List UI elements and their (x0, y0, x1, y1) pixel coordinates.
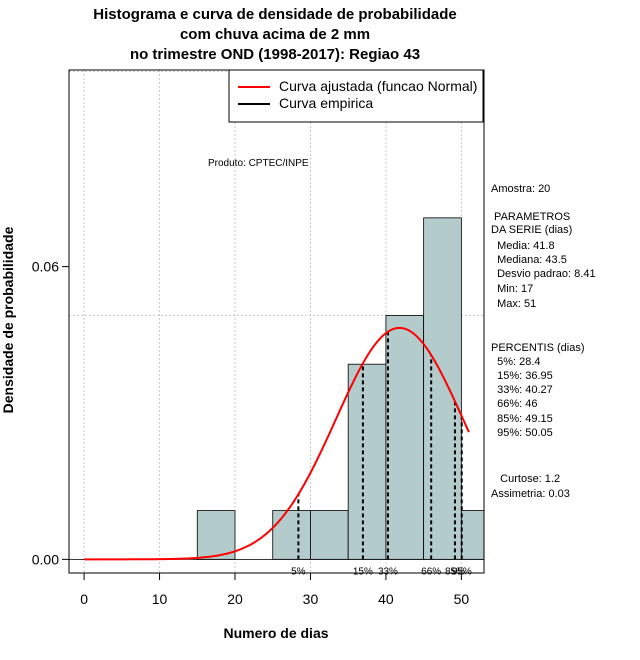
y-axis-label: Densidade de probabilidade (0, 226, 16, 413)
percentile-label: 85% (445, 566, 465, 577)
x-tick-label: 50 (454, 591, 470, 607)
stat-sd: Desvio padrao: 8.41 (491, 268, 596, 280)
histogram-bars (69, 217, 485, 560)
stat-p5: 5%: 28.4 (491, 356, 541, 368)
legend-label-empirical: Curva empirica (279, 95, 373, 111)
legend-label-fit: Curva ajustada (funcao Normal) (279, 78, 477, 94)
x-tick-label: 30 (303, 591, 319, 607)
y-tick-label: 0.00 (32, 551, 59, 567)
x-tick-label: 40 (378, 591, 394, 607)
x-tick-label: 10 (152, 591, 168, 607)
stat-median: Mediana: 43.5 (491, 254, 567, 266)
normal-curve (84, 326, 470, 561)
stat-mean: Media: 41.8 (491, 240, 555, 252)
legend: Curva ajustada (funcao Normal) Curva emp… (228, 69, 484, 123)
stat-percentiles-heading: PERCENTIS (dias) (491, 342, 585, 354)
stat-max: Max: 51 (491, 298, 537, 310)
percentile-label: 66% (421, 566, 441, 577)
stat-p66: 66%: 46 (491, 398, 538, 410)
y-tick-label: 0.06 (32, 259, 59, 275)
percentile-label: 15% (353, 566, 373, 577)
x-tick-label: 20 (227, 591, 243, 607)
y-axis: 0.00 0.06 (32, 259, 70, 567)
percentile-lines: 5% 15% 33% 66% 85%95% (291, 331, 472, 577)
stat-p85: 85%: 49.15 (491, 413, 553, 425)
stat-p33: 33%: 40.27 (491, 384, 553, 396)
stat-params-heading-2: DA SERIE (dias) (491, 224, 573, 236)
x-tick-label: 0 (80, 591, 88, 607)
histogram-bar (310, 510, 349, 560)
histogram-bar (460, 510, 485, 560)
stat-p95: 95%: 50.05 (491, 427, 553, 439)
credit-text: Produto: CPTEC/INPE (208, 158, 309, 169)
x-axis-label: Numero de dias (223, 625, 328, 641)
stat-skewness: Assimetria: 0.03 (491, 488, 570, 500)
stat-min: Min: 17 (491, 283, 534, 295)
stat-params-heading-1: PARAMETROS (491, 211, 571, 223)
x-axis: 0 10 20 30 40 50 (80, 572, 470, 607)
stat-kurtosis: Curtose: 1.2 (491, 473, 561, 485)
legend-box (228, 69, 484, 123)
chart-title-line-1: Histograma e curva de densidade de proba… (93, 6, 457, 23)
histogram-bar (385, 315, 425, 560)
percentile-label: 33% (378, 566, 398, 577)
percentile-label: 95% (452, 566, 472, 577)
histogram-bar (347, 363, 387, 560)
percentile-label: 5% (291, 566, 306, 577)
stat-sample: Amostra: 20 (491, 183, 551, 195)
chart-title-line-3: no trimestre OND (1998-2017): Regiao 43 (129, 46, 421, 63)
chart-title-line-2: com chuva acima de 2 mm (179, 26, 371, 43)
histogram-bar (272, 510, 311, 560)
stat-p15: 15%: 36.95 (491, 370, 553, 382)
